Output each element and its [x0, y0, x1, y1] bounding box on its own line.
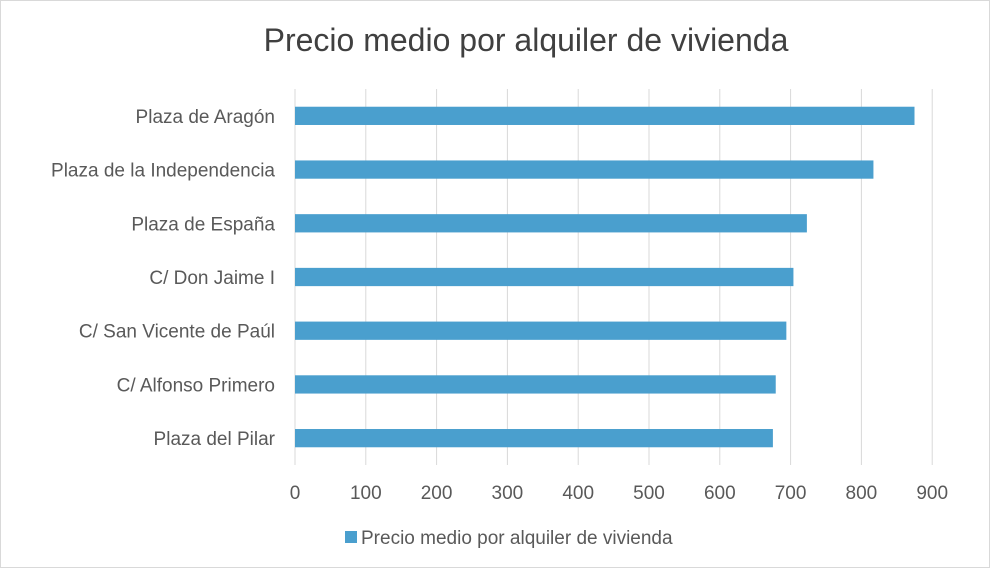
category-labels: Plaza de Aragón Plaza de la Independencia… — [51, 107, 276, 450]
x-tick-label: 900 — [916, 483, 948, 504]
bar — [295, 429, 773, 448]
bar — [295, 267, 794, 287]
x-tick-label: 100 — [350, 483, 382, 504]
legend-label: Precio medio por alquiler de vivienda — [361, 528, 673, 549]
legend-swatch — [345, 531, 357, 543]
bar — [295, 106, 915, 125]
x-tick-label: 300 — [492, 483, 524, 504]
x-tick-label: 200 — [421, 483, 453, 504]
x-tick-label: 0 — [290, 483, 301, 504]
category-label: Plaza de España — [131, 214, 275, 235]
x-tick-label: 600 — [704, 483, 736, 504]
x-tick-label: 400 — [562, 483, 594, 504]
category-label: C/ Alfonso Primero — [117, 375, 275, 396]
category-label: Plaza de Aragón — [136, 107, 275, 128]
bar — [295, 321, 787, 340]
x-tick-label: 500 — [633, 483, 665, 504]
category-label: C/ San Vicente de Paúl — [79, 322, 275, 343]
x-tick-label: 800 — [846, 483, 878, 504]
x-tick-labels: 01002003004005006007008009001 — [290, 483, 948, 504]
bar — [295, 375, 776, 394]
bar — [295, 214, 807, 233]
bars — [295, 106, 915, 448]
category-label: C/ Don Jaime I — [149, 268, 275, 289]
legend: Precio medio por alquiler de vivienda — [345, 528, 673, 549]
category-label: Plaza del Pilar — [154, 429, 276, 450]
bar — [295, 160, 874, 179]
x-tick-label: 700 — [775, 483, 807, 504]
chart-title: Precio medio por alquiler de vivienda — [264, 22, 789, 58]
category-label: Plaza de la Independencia — [51, 161, 275, 182]
